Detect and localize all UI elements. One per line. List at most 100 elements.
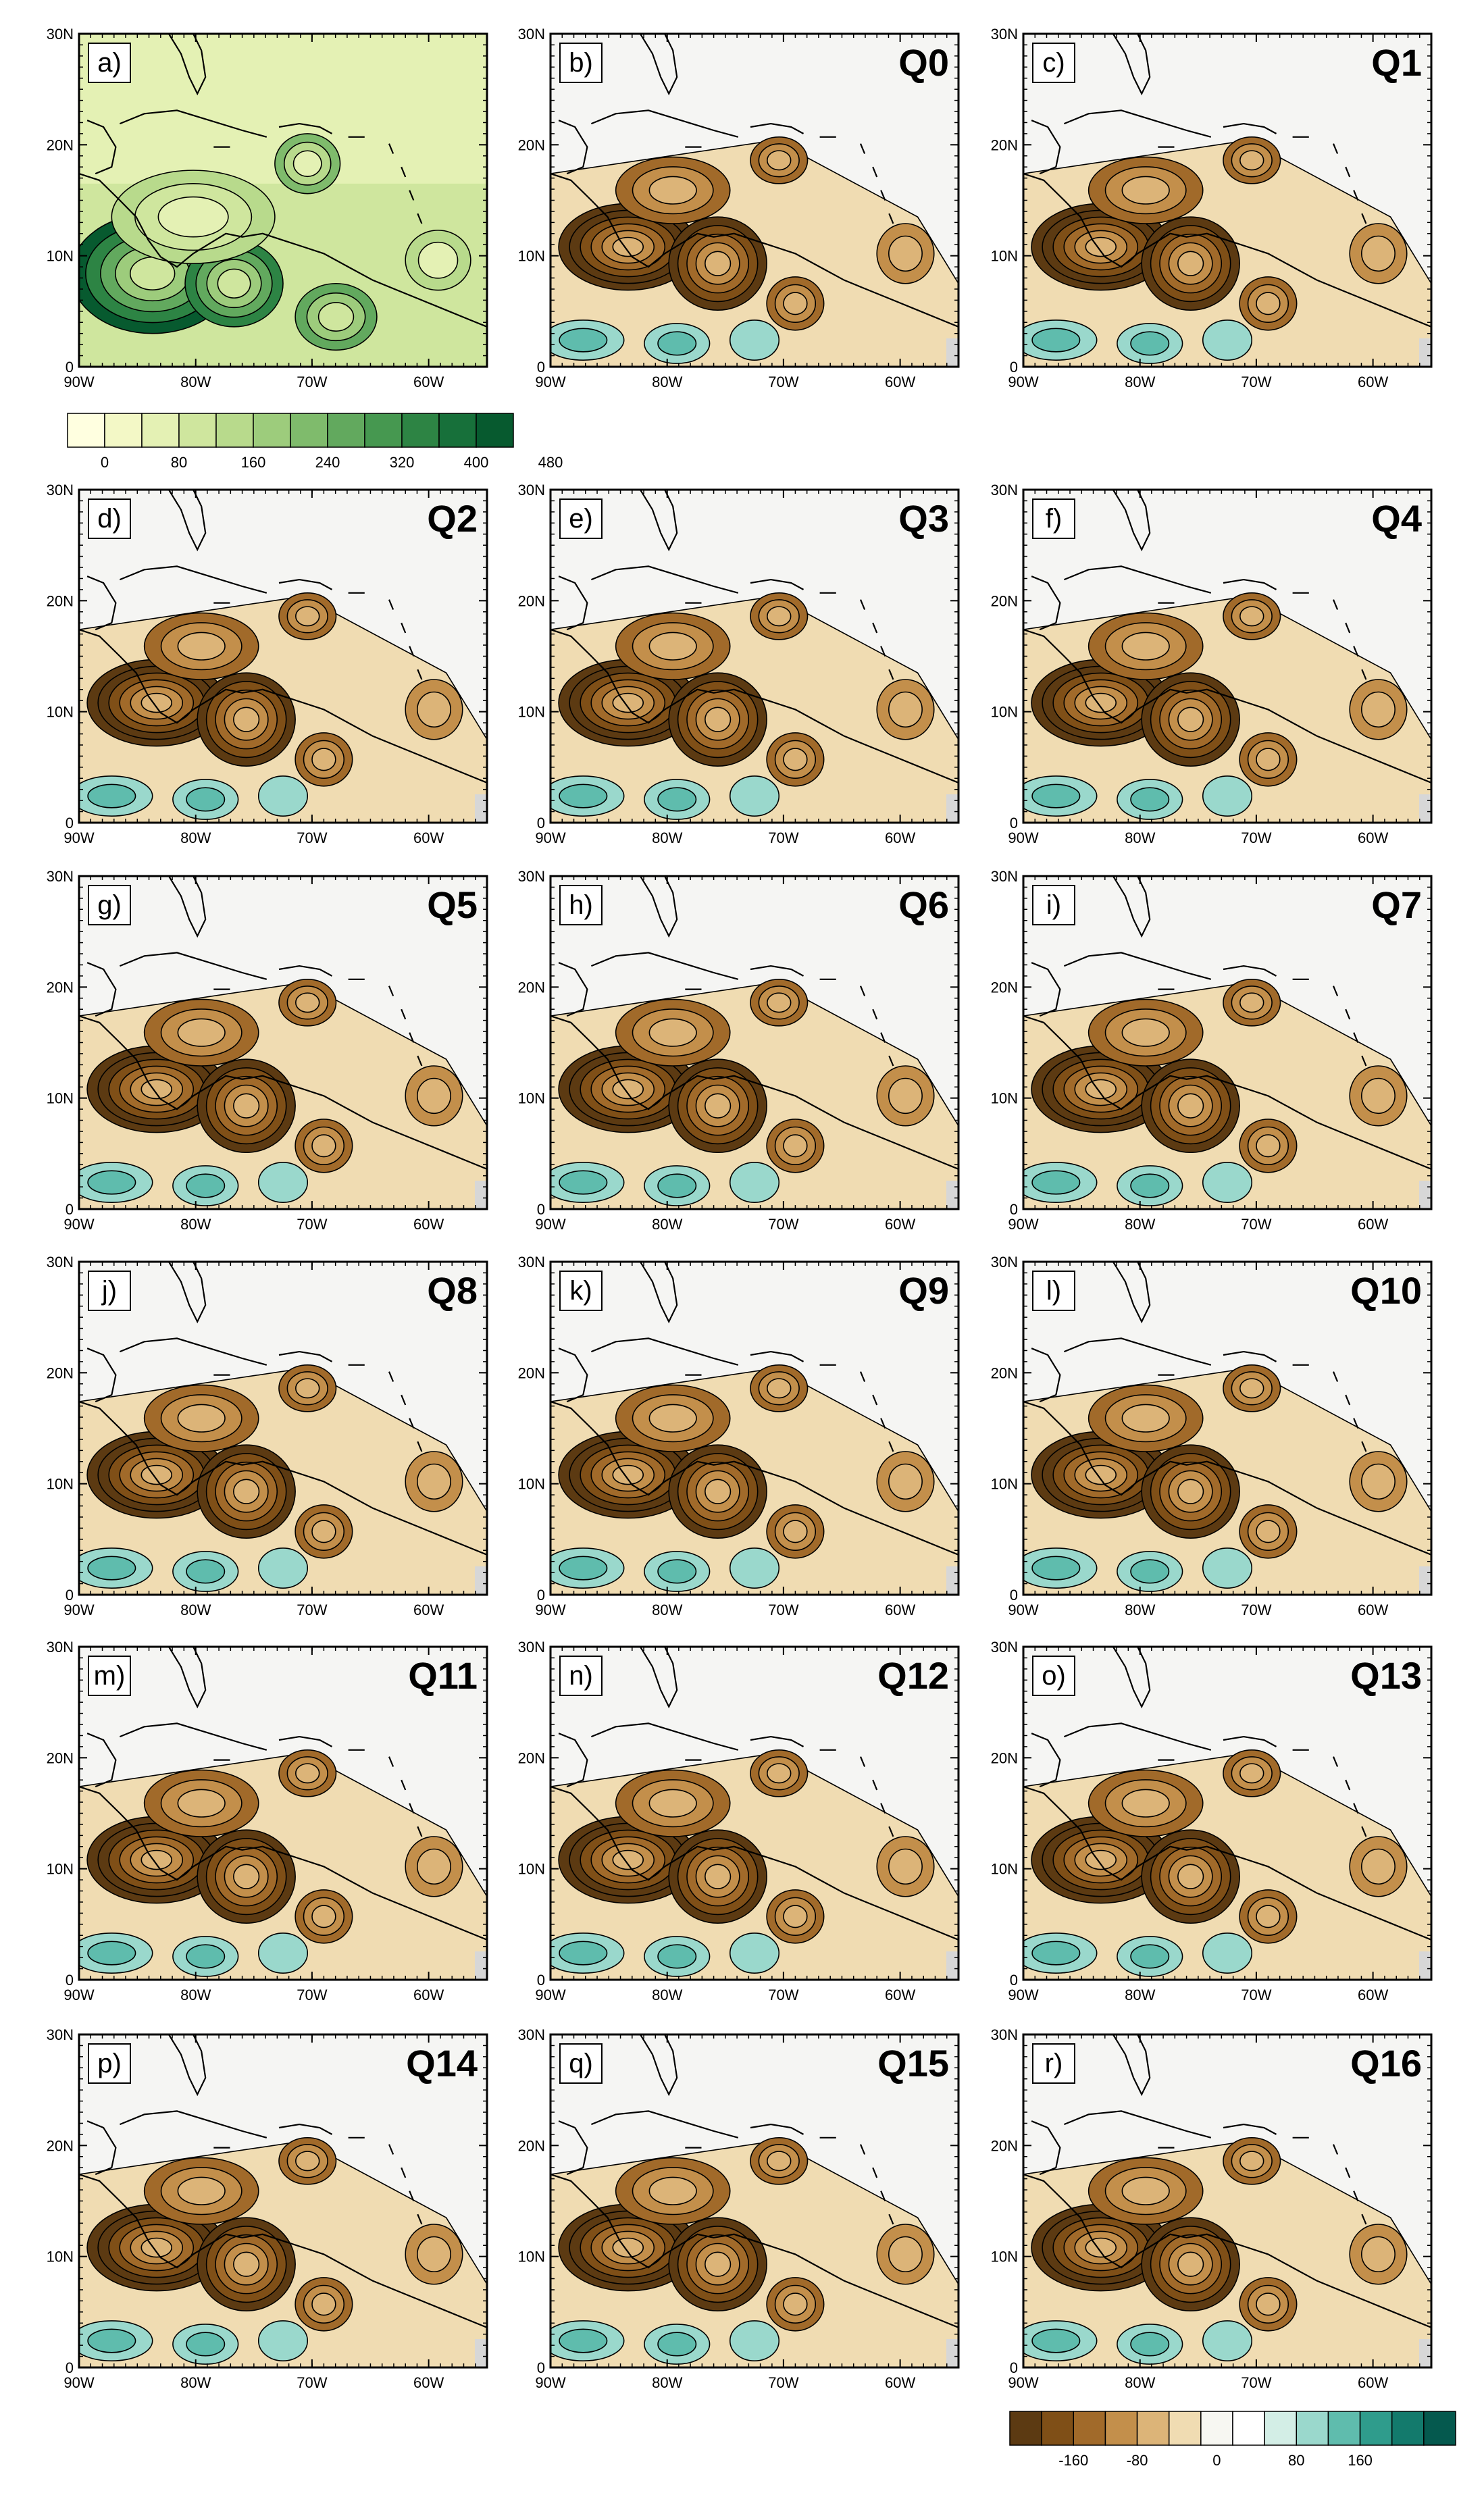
lat-tick-label: 20N bbox=[47, 1364, 74, 1381]
bias-colorbar: -160 -80 0 80 160 bbox=[1009, 2411, 1456, 2469]
colorbar-swatch bbox=[364, 413, 403, 448]
lon-tick-label: 70W bbox=[1241, 1602, 1271, 1618]
colorbar-swatch bbox=[290, 413, 328, 448]
lat-tick-label: 0 bbox=[537, 2359, 545, 2376]
colorbar-swatch bbox=[1232, 2411, 1265, 2446]
lat-tick-label: 30N bbox=[991, 26, 1018, 43]
panel-letter: m) bbox=[94, 1661, 126, 1691]
panel-title: Q13 bbox=[1350, 1654, 1422, 1697]
colorbar-swatch bbox=[1200, 2411, 1233, 2446]
colorbar-swatch bbox=[67, 413, 105, 448]
lat-tick-label: 30N bbox=[991, 2026, 1018, 2043]
map-panel-j: 90W 80W 70W 60W 0 10N 20N 30N j) Q8 bbox=[47, 1254, 488, 1618]
colorbar-swatch bbox=[1391, 2411, 1425, 2446]
lat-tick-label: 20N bbox=[518, 1364, 545, 1381]
lat-tick-label: 30N bbox=[47, 2026, 74, 2043]
colorbar-swatch bbox=[1041, 2411, 1075, 2446]
lon-tick-label: 70W bbox=[297, 1602, 327, 1618]
lon-tick-label: 90W bbox=[1008, 1216, 1038, 1233]
lat-tick-label: 20N bbox=[991, 136, 1018, 153]
lat-tick-label: 20N bbox=[991, 979, 1018, 996]
lat-tick-label: 0 bbox=[537, 1201, 545, 1218]
panel-letter: r) bbox=[1045, 2049, 1063, 2078]
lat-tick-label: 30N bbox=[518, 482, 545, 498]
colorbar-swatch bbox=[141, 413, 180, 448]
lat-tick-label: 10N bbox=[991, 704, 1018, 721]
lon-tick-label: 60W bbox=[885, 1216, 915, 1233]
panel-title: Q16 bbox=[1350, 2042, 1422, 2084]
colorbar-swatch bbox=[1073, 2411, 1106, 2446]
lon-tick-label: 90W bbox=[63, 1216, 94, 1233]
lat-tick-label: 30N bbox=[991, 1254, 1018, 1271]
lon-tick-label: 60W bbox=[413, 2374, 444, 2391]
colorbar-swatch bbox=[476, 413, 514, 448]
colorbar-swatch bbox=[1359, 2411, 1393, 2446]
panel-title: Q3 bbox=[898, 497, 949, 540]
lat-tick-label: 20N bbox=[991, 1364, 1018, 1381]
lat-tick-label: 10N bbox=[991, 1861, 1018, 1878]
lon-tick-label: 90W bbox=[1008, 1987, 1038, 2003]
lon-tick-label: 60W bbox=[1358, 1987, 1388, 2003]
lon-tick-label: 60W bbox=[413, 829, 444, 846]
lon-tick-label: 80W bbox=[1125, 829, 1155, 846]
lat-tick-label: 30N bbox=[47, 1639, 74, 1656]
lat-tick-label: 20N bbox=[518, 979, 545, 996]
lat-tick-label: 10N bbox=[47, 1476, 74, 1493]
lat-tick-label: 30N bbox=[47, 1254, 74, 1271]
lat-tick-label: 10N bbox=[518, 704, 545, 721]
lon-tick-label: 70W bbox=[297, 1216, 327, 1233]
lon-tick-label: 70W bbox=[1241, 829, 1271, 846]
lat-tick-label: 20N bbox=[991, 1749, 1018, 1766]
map-panel-h: 90W 80W 70W 60W 0 10N 20N 30N h) Q6 bbox=[518, 868, 960, 1233]
lon-tick-label: 60W bbox=[1358, 829, 1388, 846]
lat-tick-label: 0 bbox=[66, 1972, 74, 1989]
lon-tick-label: 60W bbox=[885, 1602, 915, 1618]
lon-tick-label: 60W bbox=[885, 374, 915, 390]
lat-tick-label: 20N bbox=[518, 1749, 545, 1766]
panel-title: Q15 bbox=[877, 2042, 949, 2084]
lat-tick-label: 20N bbox=[47, 979, 74, 996]
lat-tick-label: 10N bbox=[518, 1476, 545, 1493]
colorbar-swatch bbox=[1009, 2411, 1042, 2446]
lat-tick-label: 20N bbox=[991, 2137, 1018, 2154]
lon-tick-label: 80W bbox=[652, 374, 682, 390]
lon-tick-label: 70W bbox=[297, 829, 327, 846]
colorbar-label: 320 bbox=[390, 454, 415, 471]
map-panel-f: 90W 80W 70W 60W 0 10N 20N 30N f) Q4 bbox=[991, 482, 1433, 846]
lat-tick-label: 0 bbox=[66, 815, 74, 831]
colorbar-swatch bbox=[438, 413, 477, 448]
lon-tick-label: 90W bbox=[63, 1987, 94, 2003]
panel-letter: i) bbox=[1046, 890, 1061, 920]
panel-letter: g) bbox=[97, 890, 122, 920]
lat-tick-label: 20N bbox=[518, 592, 545, 609]
precip-colorbar: 0 80 160 240 320 400 480 bbox=[67, 413, 563, 471]
lat-tick-label: 30N bbox=[518, 2026, 545, 2043]
panel-letter: h) bbox=[569, 890, 593, 920]
lon-tick-label: 90W bbox=[1008, 829, 1038, 846]
lon-tick-label: 80W bbox=[652, 1216, 682, 1233]
lat-tick-label: 10N bbox=[47, 1861, 74, 1878]
lon-tick-label: 60W bbox=[1358, 1216, 1388, 1233]
lat-tick-label: 30N bbox=[47, 868, 74, 885]
map-panel-l: 90W 80W 70W 60W 0 10N 20N 30N l) Q10 bbox=[991, 1254, 1433, 1618]
colorbar-swatch bbox=[1104, 2411, 1138, 2446]
lon-tick-label: 70W bbox=[768, 1987, 798, 2003]
colorbar-label: 80 bbox=[1288, 2452, 1304, 2469]
lat-tick-label: 20N bbox=[47, 592, 74, 609]
lat-tick-label: 30N bbox=[991, 1639, 1018, 1656]
lon-tick-label: 80W bbox=[180, 374, 211, 390]
lon-tick-label: 90W bbox=[535, 1987, 565, 2003]
lon-tick-label: 90W bbox=[63, 2374, 94, 2391]
lat-tick-label: 0 bbox=[537, 815, 545, 831]
lat-tick-label: 0 bbox=[1010, 1972, 1018, 1989]
panel-title: Q0 bbox=[898, 41, 949, 84]
colorbar-label: -80 bbox=[1127, 2452, 1148, 2469]
colorbar-swatch bbox=[253, 413, 291, 448]
lon-tick-label: 80W bbox=[180, 2374, 211, 2391]
lat-tick-label: 10N bbox=[991, 2249, 1018, 2265]
lat-tick-label: 0 bbox=[66, 1587, 74, 1604]
lon-tick-label: 80W bbox=[1125, 374, 1155, 390]
lat-tick-label: 30N bbox=[47, 482, 74, 498]
lon-tick-label: 90W bbox=[535, 374, 565, 390]
